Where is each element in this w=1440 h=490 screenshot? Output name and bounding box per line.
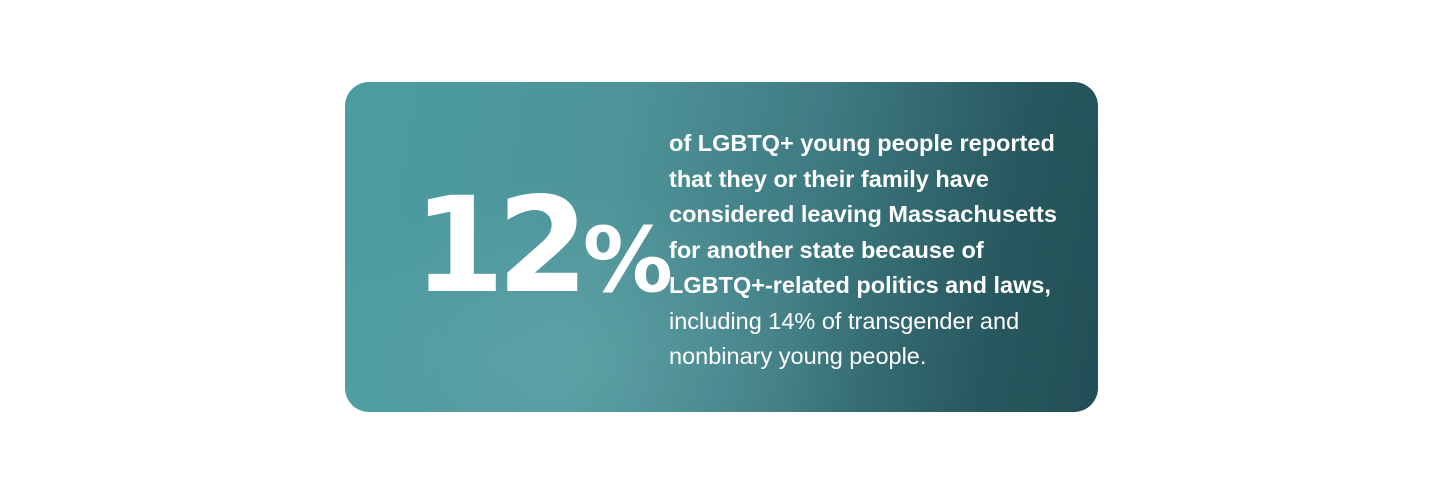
description-line: LGBTQ+-related politics and laws,	[669, 272, 1051, 298]
stat-number: 12	[413, 169, 589, 323]
stat-card: 12 % of LGBTQ+ young people reported tha…	[345, 82, 1098, 412]
description-line: for another state because of	[669, 236, 984, 263]
description-line: of LGBTQ+ young people reported	[669, 130, 1055, 156]
description-line-secondary: nonbinary young people.	[669, 343, 927, 369]
description-line: considered leaving Massachusetts	[669, 201, 1057, 227]
description-line: that they or their family have	[669, 165, 989, 192]
stat-value: 12 %	[413, 169, 673, 323]
description-line-secondary: including 14% of transgender and	[669, 307, 1020, 334]
percent-sign: %	[582, 208, 673, 313]
stat-description: of LGBTQ+ young people reported that the…	[669, 126, 1079, 375]
